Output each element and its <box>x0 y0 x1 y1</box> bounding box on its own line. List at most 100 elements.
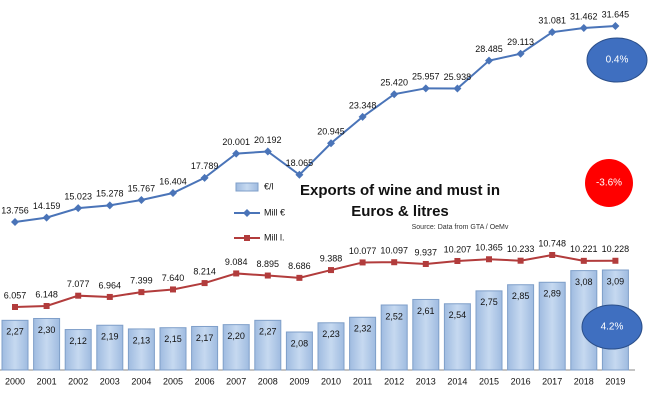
bar-value-label: 3,09 <box>607 276 625 286</box>
bar-value-label: 2,32 <box>354 324 372 334</box>
bar-value-label: 2,27 <box>259 327 277 337</box>
bar <box>507 284 535 371</box>
point-value-label: 6.964 <box>99 280 122 290</box>
point <box>264 272 271 279</box>
x-tick-label: 2005 <box>163 376 183 386</box>
point <box>580 257 587 264</box>
x-tick-label: 2010 <box>321 376 341 386</box>
point <box>421 84 430 93</box>
bar-value-label: 2,19 <box>101 332 119 342</box>
bar <box>127 328 155 371</box>
bar <box>159 327 187 371</box>
bar-value-label: 2,54 <box>449 310 467 320</box>
point-value-label: 25.938 <box>444 72 472 82</box>
point-value-label: 10.233 <box>507 244 535 254</box>
x-tick-label: 2001 <box>37 376 57 386</box>
line <box>14 25 616 223</box>
point-value-label: 15.767 <box>128 183 156 193</box>
point <box>296 274 303 281</box>
point <box>74 204 83 213</box>
x-tick-label: 2008 <box>258 376 278 386</box>
point-value-label: 6.057 <box>4 290 27 300</box>
bar <box>349 316 377 371</box>
point-value-label: 25.420 <box>380 78 408 88</box>
point-value-label: 16.404 <box>159 176 187 186</box>
legend-label: Mill € <box>264 207 285 217</box>
point-value-label: 31.462 <box>570 11 598 21</box>
annotation-label: -3.6% <box>596 178 622 189</box>
x-tick-label: 2003 <box>100 376 120 386</box>
x-tick-label: 2018 <box>574 376 594 386</box>
point-value-label: 10.228 <box>602 244 630 254</box>
bar-value-label: 2,30 <box>38 325 56 335</box>
annotation-label: 0.4% <box>606 55 629 66</box>
point <box>548 28 557 37</box>
point <box>42 213 51 222</box>
bar-value-label: 2,17 <box>196 333 214 343</box>
bar-value-label: 2,23 <box>322 329 340 339</box>
x-tick-label: 2002 <box>68 376 88 386</box>
point-value-label: 25.957 <box>412 72 440 82</box>
point <box>327 139 335 148</box>
x-tick-label: 2019 <box>605 376 625 386</box>
point-value-label: 10.365 <box>475 243 503 253</box>
point-value-label: 29.113 <box>507 37 534 47</box>
point <box>263 147 272 156</box>
point-value-label: 8.214 <box>193 266 216 276</box>
chart-source: Source: Data from GTA / OeMv <box>412 224 509 231</box>
point-value-label: 18.065 <box>286 158 314 168</box>
point-value-label: 10.748 <box>538 238 566 248</box>
point-value-label: 9.937 <box>415 247 438 257</box>
bar <box>1 319 29 371</box>
point <box>454 257 461 264</box>
point-value-label: 7.077 <box>67 279 90 289</box>
legend-label: Mill l. <box>264 232 285 242</box>
point-value-label: 10.077 <box>349 246 377 256</box>
bar <box>191 325 219 371</box>
bar <box>222 324 250 371</box>
point <box>485 56 493 65</box>
annotation-circle <box>585 159 633 207</box>
point <box>233 270 240 277</box>
legend-marker <box>243 209 251 217</box>
bar <box>33 317 61 371</box>
point-value-label: 31.645 <box>602 9 630 19</box>
bar <box>380 304 408 371</box>
bar <box>443 303 471 371</box>
point <box>12 304 18 310</box>
bar-value-label: 2,12 <box>69 336 87 346</box>
point <box>138 289 145 296</box>
annotation-circle <box>581 304 643 350</box>
point <box>486 256 492 263</box>
bar <box>412 298 440 371</box>
x-tick-label: 2016 <box>511 376 531 386</box>
point <box>391 259 398 266</box>
bar-value-label: 3,08 <box>575 277 593 287</box>
point-value-label: 8.895 <box>257 259 280 269</box>
point-value-label: 14.159 <box>33 201 61 211</box>
annotation-circle <box>586 37 648 83</box>
point-value-label: 9.084 <box>225 257 248 267</box>
line <box>14 253 616 308</box>
point <box>137 195 146 204</box>
x-tick-label: 2015 <box>479 376 499 386</box>
point <box>422 260 429 267</box>
point-value-label: 31.081 <box>538 16 566 26</box>
bar-value-label: 2,61 <box>417 306 435 316</box>
bar-value-label: 2,52 <box>385 311 403 321</box>
point-value-label: 23.348 <box>349 100 377 110</box>
point-value-label: 6.148 <box>35 289 58 299</box>
point <box>106 293 113 300</box>
x-tick-label: 2012 <box>384 376 404 386</box>
point <box>579 24 588 33</box>
point <box>75 292 82 299</box>
point <box>390 90 399 99</box>
bar-value-label: 2,75 <box>480 297 498 307</box>
x-tick-label: 2009 <box>289 376 309 386</box>
point-value-label: 20.001 <box>222 137 250 147</box>
point <box>105 201 114 210</box>
point-value-label: 15.278 <box>96 189 124 199</box>
point <box>43 302 50 309</box>
bar-value-label: 2,08 <box>291 338 309 348</box>
